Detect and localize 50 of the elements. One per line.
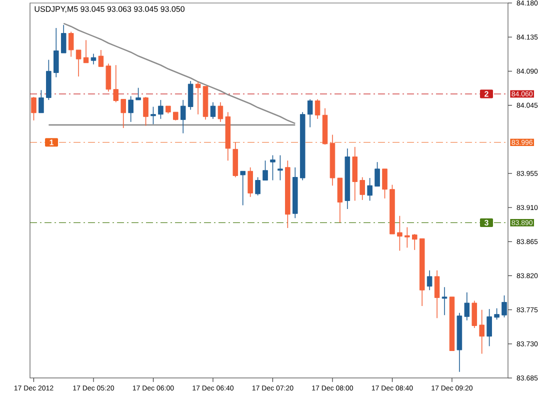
candlestick: [128, 96, 134, 122]
candlestick: [426, 270, 432, 291]
candlestick: [382, 168, 388, 199]
candlestick: [180, 100, 186, 134]
candlestick: [98, 50, 104, 68]
candlestick: [106, 63, 112, 92]
candlestick: [262, 160, 268, 181]
candlestick: [158, 100, 164, 120]
candlestick: [136, 87, 141, 100]
candlestick: [143, 96, 148, 126]
candlestick: [113, 64, 119, 103]
candlestick: [314, 98, 320, 120]
candlestick: [150, 106, 156, 125]
candlestick: [54, 28, 59, 78]
candlestick: [472, 300, 478, 328]
annotation: 3: [484, 220, 488, 226]
candlestick: [434, 270, 440, 319]
candlestick: [120, 98, 126, 128]
candlestick: [307, 98, 313, 128]
candlestick: [270, 154, 276, 181]
candlestick: [210, 102, 216, 120]
candlestick: [442, 286, 448, 316]
candlestick: [60, 24, 66, 54]
candlestick: [195, 81, 201, 115]
candlestick: [31, 96, 36, 121]
candlestick: [479, 309, 484, 354]
candlestick: [255, 176, 260, 196]
candlestick: [68, 31, 74, 58]
candlestick: [188, 80, 194, 110]
candlestick: [38, 90, 44, 114]
candlestick: [374, 162, 380, 187]
candlestick: [360, 176, 365, 200]
candlestick: [278, 154, 283, 181]
candlestick: [486, 308, 492, 347]
candlestick: [90, 53, 96, 65]
candlestick: [367, 178, 372, 202]
candlestick: [248, 166, 253, 198]
candlestick: [412, 234, 418, 250]
candlestick: [404, 226, 410, 248]
candlestick: [502, 295, 507, 318]
candlestick: [76, 50, 82, 77]
candlestick: [240, 170, 246, 206]
chart-title: USDJPY,M5 93.045 93.063 93.045 93.050: [34, 6, 185, 13]
candlestick: [218, 102, 224, 122]
candlestick: [464, 292, 470, 321]
annotation: 2: [484, 91, 488, 97]
annotation: 1: [50, 140, 54, 146]
candlestick: [397, 215, 402, 252]
candlestick: [83, 40, 89, 64]
candlestick: [494, 308, 500, 320]
